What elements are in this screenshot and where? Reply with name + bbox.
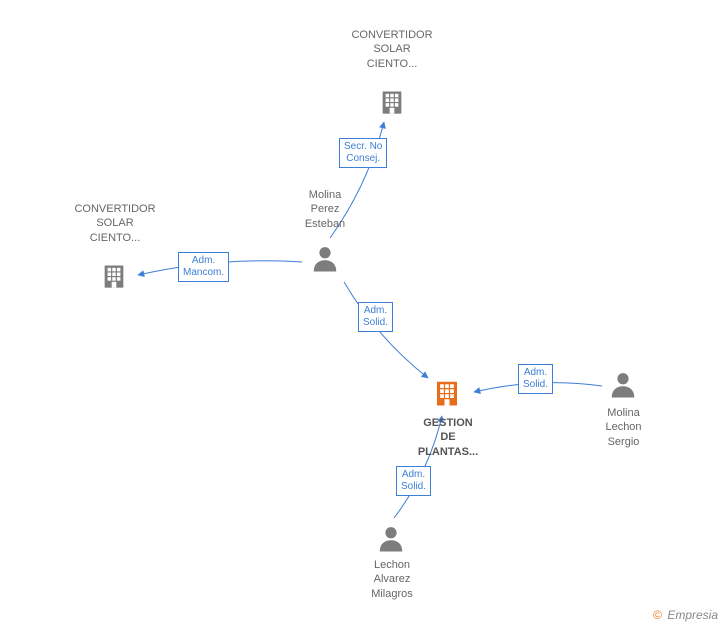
node-label: CONVERTIDOR SOLAR CIENTO... bbox=[347, 28, 437, 71]
copyright: © Empresia bbox=[653, 608, 718, 622]
node-label: GESTION DE PLANTAS... bbox=[408, 416, 488, 459]
person-icon[interactable] bbox=[310, 244, 340, 279]
node-label: Lechon Alvarez Milagros bbox=[360, 558, 424, 601]
building-icon[interactable] bbox=[100, 262, 128, 295]
edge-label: Adm. Solid. bbox=[518, 364, 553, 394]
edge-label: Adm. Solid. bbox=[358, 302, 393, 332]
building-icon[interactable] bbox=[432, 378, 462, 413]
edge-label: Adm. Solid. bbox=[396, 466, 431, 496]
copyright-text: Empresia bbox=[667, 608, 718, 622]
person-icon[interactable] bbox=[376, 524, 406, 559]
node-label: CONVERTIDOR SOLAR CIENTO... bbox=[70, 202, 160, 245]
edge-label: Secr. No Consej. bbox=[339, 138, 387, 168]
node-label: Molina Lechon Sergio bbox=[596, 406, 651, 449]
building-icon[interactable] bbox=[378, 88, 406, 121]
node-label: Molina Perez Esteban bbox=[295, 188, 355, 231]
person-icon[interactable] bbox=[608, 370, 638, 405]
edge-label: Adm. Mancom. bbox=[178, 252, 229, 282]
copyright-symbol: © bbox=[653, 608, 662, 622]
